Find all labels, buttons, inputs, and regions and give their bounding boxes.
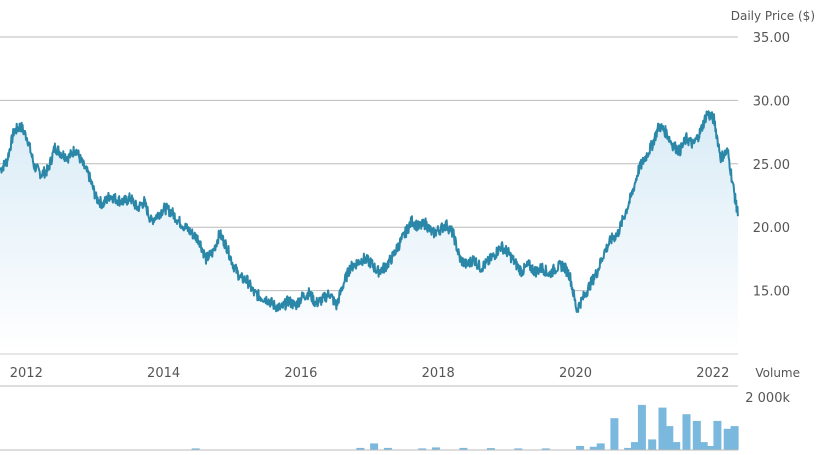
volume-bar: [514, 448, 523, 450]
price-y-tick-label: 25.00: [753, 158, 790, 173]
x-tick-label: 2018: [422, 366, 455, 381]
x-tick-label: 2016: [284, 366, 317, 381]
volume-bar: [370, 443, 379, 450]
volume-bar: [648, 439, 657, 450]
volume-bar: [486, 448, 495, 450]
price-panel: Daily Price ($) 35.00 30.00 25.00 20.00 15.0…: [0, 9, 815, 381]
volume-bar: [730, 426, 739, 450]
volume-bars: [191, 404, 739, 450]
price-y-tick-label: 20.00: [753, 221, 790, 236]
price-y-tick-label: 30.00: [753, 94, 790, 109]
price-x-tick-labels: 2012 2014 2016 2018 2020 2022: [10, 366, 730, 381]
volume-bar: [459, 447, 468, 450]
x-tick-label: 2020: [559, 366, 592, 381]
volume-bar: [672, 442, 681, 450]
price-series-line: [0, 110, 739, 313]
volume-bar: [624, 447, 633, 450]
volume-bar: [576, 446, 585, 450]
x-tick-label: 2012: [10, 366, 43, 381]
volume-bar: [631, 442, 639, 450]
volume-panel: Volume 2 000k: [0, 366, 800, 451]
price-axis-title: Daily Price ($): [731, 9, 815, 23]
volume-bar: [706, 446, 715, 450]
volume-bar: [541, 448, 550, 450]
volume-bar: [699, 442, 708, 450]
volume-bar: [589, 446, 598, 450]
volume-bar: [418, 448, 427, 450]
price-y-tick-label: 15.00: [753, 285, 790, 300]
volume-y-tick-label: 2 000k: [745, 391, 790, 406]
volume-bar: [356, 447, 365, 450]
volume-bar: [596, 443, 605, 450]
volume-bar: [637, 404, 646, 450]
volume-axis-title: Volume: [755, 366, 800, 380]
volume-bar: [191, 448, 200, 450]
volume-bar: [682, 414, 691, 450]
volume-y-tick-labels: 2 000k: [745, 391, 790, 406]
price-y-tick-labels: 35.00 30.00 25.00 20.00 15.00: [753, 31, 790, 300]
price-area-fill: [0, 111, 738, 354]
volume-bar: [723, 428, 732, 450]
volume-bar: [713, 420, 722, 450]
volume-bar: [665, 426, 674, 450]
volume-bar: [692, 420, 701, 450]
price-y-tick-label: 35.00: [753, 31, 790, 46]
volume-bar: [431, 447, 440, 450]
x-tick-label: 2022: [696, 366, 729, 381]
volume-bar: [610, 418, 619, 450]
volume-bar: [658, 407, 667, 450]
x-tick-label: 2014: [147, 366, 180, 381]
volume-bar: [383, 447, 392, 450]
